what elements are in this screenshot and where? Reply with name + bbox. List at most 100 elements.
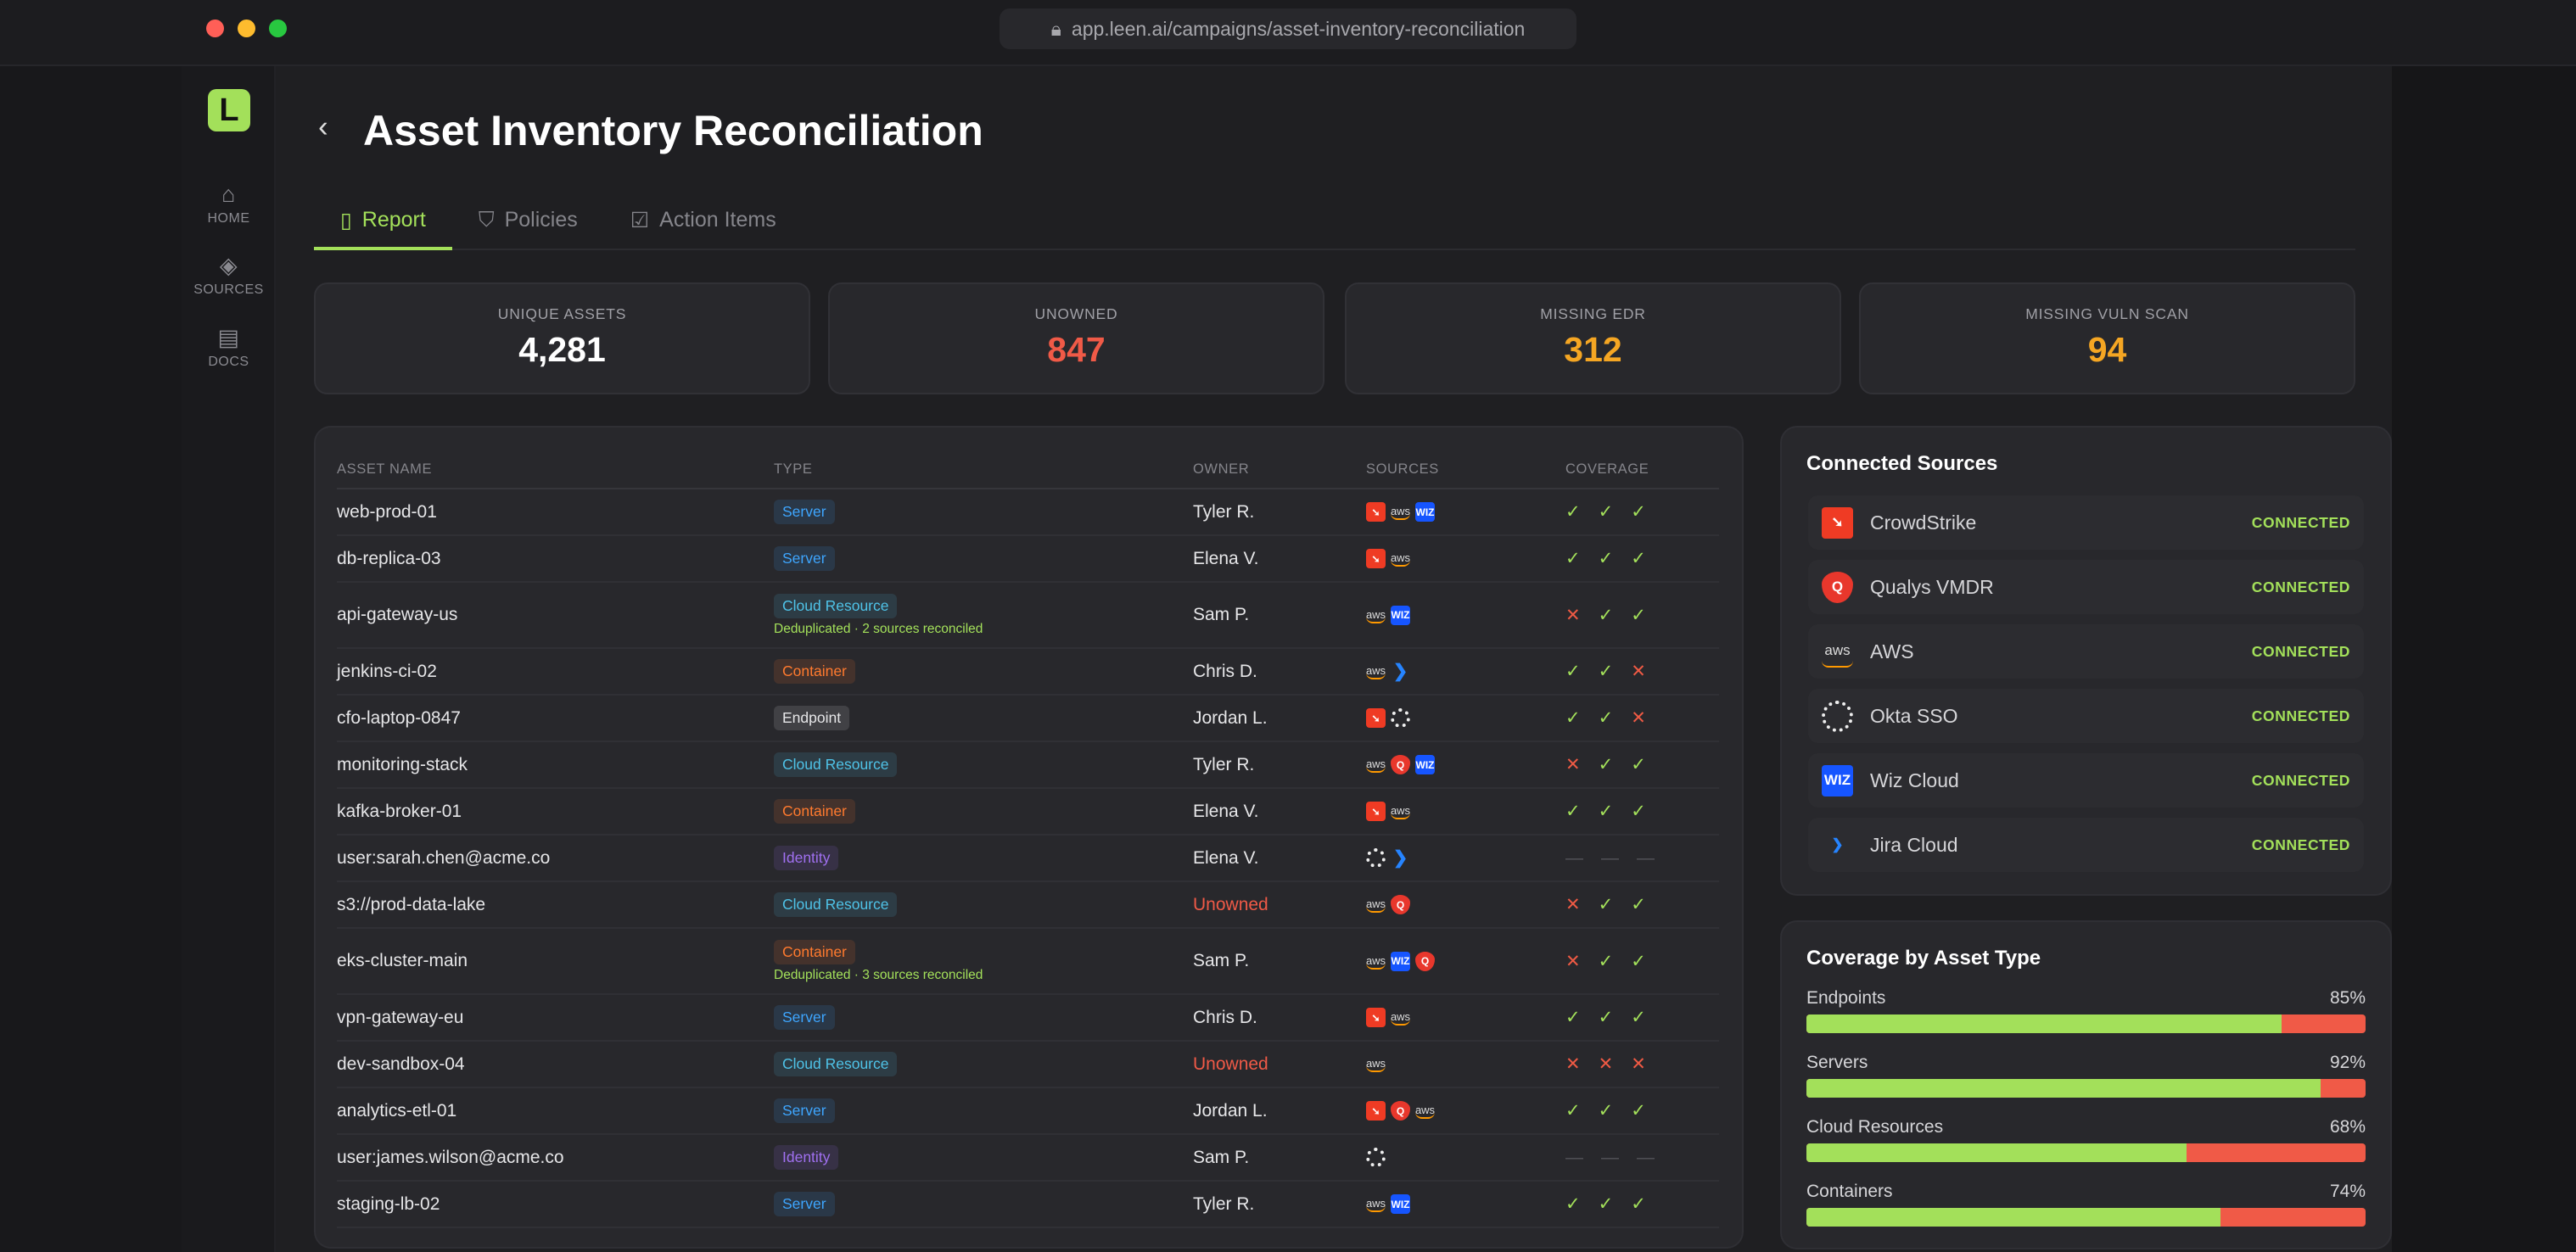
type-badge: Cloud Resource bbox=[774, 752, 898, 777]
source-row[interactable]: WIZ Wiz Cloud CONNECTED bbox=[1808, 753, 2364, 808]
sidebar: L ⌂ HOME ◈ SOURCES ▤ DOCS bbox=[182, 66, 276, 1252]
table-row[interactable]: web-prod-01 Server Tyler R. ➘ aws WIZ ✓ ✓ ✓ bbox=[337, 489, 1719, 536]
table-row[interactable]: api-gateway-us Cloud Resource Deduplicated… bbox=[337, 582, 1719, 649]
table-row[interactable]: vpn-gateway-eu Server Chris D. ➘ aws ✓ ✓ ✓ bbox=[337, 994, 1719, 1042]
aws-icon: aws bbox=[1366, 1056, 1386, 1072]
maximize-window-button[interactable] bbox=[269, 20, 287, 37]
asset-name[interactable]: dev-sandbox-04 bbox=[337, 1054, 465, 1074]
table-cell: Server bbox=[774, 994, 1193, 1042]
column-header[interactable]: OWNER bbox=[1193, 451, 1366, 489]
table-cell: ✓ ✓ ✓ bbox=[1565, 1181, 1719, 1228]
table-cell: ❯ bbox=[1366, 835, 1565, 882]
asset-name[interactable]: monitoring-stack bbox=[337, 754, 468, 774]
table-cell: ✕ ✓ ✓ bbox=[1565, 928, 1719, 995]
table-row[interactable]: monitoring-stack Cloud Resource Tyler R. aw… bbox=[337, 741, 1719, 789]
check-icon: ✓ bbox=[1598, 605, 1614, 625]
table-cell: Elena V. bbox=[1193, 835, 1366, 882]
table-cell: Unowned bbox=[1193, 1041, 1366, 1088]
asset-name[interactable]: eks-cluster-main bbox=[337, 951, 468, 970]
dedup-note: Deduplicated · 3 sources reconciled bbox=[774, 967, 983, 982]
table-cell: jenkins-ci-02 bbox=[337, 648, 774, 696]
table-row[interactable]: staging-lb-02 Server Tyler R. aws WIZ ✓ ✓ ✓ bbox=[337, 1181, 1719, 1228]
aws-icon: aws bbox=[1366, 1196, 1386, 1212]
asset-name[interactable]: staging-lb-02 bbox=[337, 1193, 440, 1214]
asset-name[interactable]: analytics-etl-01 bbox=[337, 1100, 457, 1121]
aws-icon: aws bbox=[1366, 897, 1386, 913]
asset-name[interactable]: vpn-gateway-eu bbox=[337, 1007, 464, 1027]
table-cell: ✓ ✓ ✕ bbox=[1565, 648, 1719, 696]
crowdstrike-icon: ➘ bbox=[1822, 506, 1853, 539]
owner-name: Tyler R. bbox=[1193, 754, 1255, 774]
column-header[interactable]: ASSET NAME bbox=[337, 451, 774, 489]
table-cell: aws WIZ Q bbox=[1366, 928, 1565, 995]
status-badge: CONNECTED bbox=[2251, 771, 2350, 789]
card-title: Connected Sources bbox=[1806, 452, 1998, 475]
sidebar-item-sources[interactable]: ◈ SOURCES bbox=[182, 253, 276, 298]
asset-name[interactable]: s3://prod-data-lake bbox=[337, 894, 486, 914]
aws-icon: aws bbox=[1366, 757, 1386, 773]
table-cell: ✓ ✓ ✓ bbox=[1565, 535, 1719, 583]
owner-name: Tyler R. bbox=[1193, 1193, 1255, 1214]
asset-name[interactable]: cfo-laptop-0847 bbox=[337, 707, 461, 728]
column-header[interactable]: TYPE bbox=[774, 451, 1193, 489]
back-button[interactable]: ‹ bbox=[318, 110, 328, 143]
table-row[interactable]: dev-sandbox-04 Cloud Resource Unowned aws ✕ ✕… bbox=[337, 1041, 1719, 1088]
table-row[interactable]: cfo-laptop-0847 Endpoint Jordan L. ➘ ✓ ✓ ✕ bbox=[337, 695, 1719, 742]
table-row[interactable]: db-replica-03 Server Elena V. ➘ aws ✓ ✓ ✓ bbox=[337, 535, 1719, 583]
table-row[interactable]: eks-cluster-main Container Deduplicated · … bbox=[337, 928, 1719, 995]
owner-name: Elena V. bbox=[1193, 801, 1259, 821]
source-row[interactable]: Q Qualys VMDR CONNECTED bbox=[1808, 560, 2364, 614]
asset-table: ASSET NAME TYPE OWNER SOURCES COVERAGE w… bbox=[337, 451, 1719, 1228]
minimize-window-button[interactable] bbox=[238, 20, 255, 37]
owner-name: Sam P. bbox=[1193, 1147, 1250, 1167]
table-row[interactable]: jenkins-ci-02 Container Chris D. aws ❯ ✓ ✓ ✕ bbox=[337, 648, 1719, 696]
tab-action-items[interactable]: ☑ Action Items bbox=[604, 201, 803, 250]
table-row[interactable]: user:sarah.chen@acme.co Identity Elena V. ❯… bbox=[337, 835, 1719, 882]
check-icon: ✓ bbox=[1631, 1101, 1646, 1121]
coverage-type: Endpoints bbox=[1806, 988, 1886, 1008]
table-row[interactable]: user:james.wilson@acme.co Identity Sam P. —… bbox=[337, 1134, 1719, 1182]
dedup-note: Deduplicated · 2 sources reconciled bbox=[774, 621, 983, 636]
source-row[interactable]: ➘ CrowdStrike CONNECTED bbox=[1808, 495, 2364, 550]
table-cell: Sam P. bbox=[1193, 928, 1366, 995]
leen-logo[interactable]: L bbox=[208, 89, 250, 131]
table-cell: Server bbox=[774, 1087, 1193, 1135]
table-cell: ✕ ✕ ✕ bbox=[1565, 1041, 1719, 1088]
source-row[interactable]: aws AWS CONNECTED bbox=[1808, 624, 2364, 679]
table-cell: Chris D. bbox=[1193, 648, 1366, 696]
stat-value: 312 bbox=[1564, 330, 1622, 369]
sidebar-item-home[interactable]: ⌂ HOME bbox=[182, 182, 276, 226]
sidebar-item-docs[interactable]: ▤ DOCS bbox=[182, 325, 276, 370]
asset-name[interactable]: db-replica-03 bbox=[337, 548, 441, 568]
asset-name[interactable]: web-prod-01 bbox=[337, 501, 437, 522]
table-cell: Unowned bbox=[1193, 881, 1366, 929]
address-bar[interactable]: 🔒︎ app.leen.ai/campaigns/asset-inventory-… bbox=[1000, 8, 1576, 49]
table-cell: s3://prod-data-lake bbox=[337, 881, 774, 929]
asset-name[interactable]: user:sarah.chen@acme.co bbox=[337, 847, 551, 868]
asset-name[interactable]: api-gateway-us bbox=[337, 605, 458, 624]
tab-policies[interactable]: ⛉ Policies bbox=[452, 201, 604, 250]
check-icon: ✓ bbox=[1598, 1101, 1614, 1121]
table-row[interactable]: kafka-broker-01 Container Elena V. ➘ aws ✓ ✓ ✓ bbox=[337, 788, 1719, 836]
asset-name[interactable]: kafka-broker-01 bbox=[337, 801, 462, 821]
asset-name[interactable]: jenkins-ci-02 bbox=[337, 661, 437, 681]
type-badge: Identity bbox=[774, 846, 839, 870]
table-row[interactable]: s3://prod-data-lake Cloud Resource Unowned… bbox=[337, 881, 1719, 929]
qualys-icon: Q bbox=[1822, 571, 1853, 603]
table-cell bbox=[1366, 1134, 1565, 1182]
column-header[interactable]: COVERAGE bbox=[1565, 451, 1719, 489]
asset-name[interactable]: user:james.wilson@acme.co bbox=[337, 1147, 564, 1167]
table-cell: ➘ aws bbox=[1366, 788, 1565, 836]
okta-icon bbox=[1366, 1148, 1386, 1167]
source-row[interactable]: Okta SSO CONNECTED bbox=[1808, 689, 2364, 743]
close-window-button[interactable] bbox=[206, 20, 224, 37]
stat-value: 4,281 bbox=[518, 330, 606, 369]
source-row[interactable]: ❯ Jira Cloud CONNECTED bbox=[1808, 818, 2364, 872]
column-header[interactable]: SOURCES bbox=[1366, 451, 1565, 489]
table-cell: ➘ aws bbox=[1366, 994, 1565, 1042]
tab-report[interactable]: ▯ Report bbox=[314, 201, 452, 250]
check-icon: ✓ bbox=[1631, 605, 1646, 625]
okta-icon bbox=[1822, 700, 1853, 732]
dash-icon: — bbox=[1601, 847, 1619, 868]
